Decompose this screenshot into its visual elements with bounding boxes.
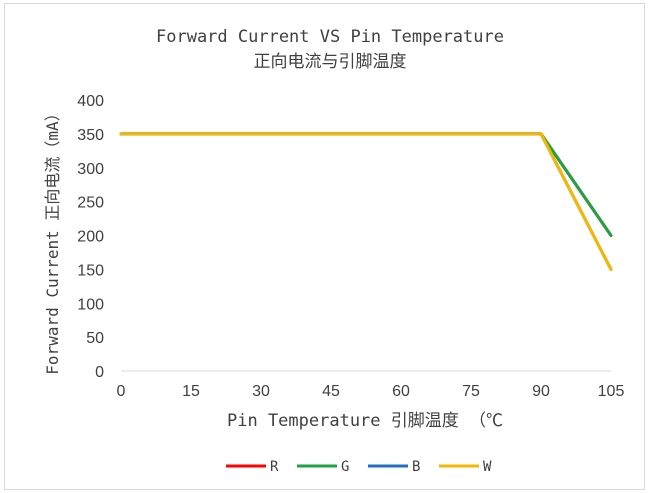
y-tick-label: 200 [77,229,104,246]
series-line-G [119,132,613,237]
series-line-B [119,132,613,271]
x-tick-label: 90 [532,383,550,400]
y-tick-label: 250 [77,195,104,212]
series-line-W [119,132,613,271]
x-tick-label: 0 [117,383,126,400]
y-tick-label: 0 [95,364,104,381]
legend-label-G: G [341,459,349,475]
x-tick-label: 60 [392,383,410,400]
y-tick-label: 100 [77,296,104,313]
legend-label-R: R [270,459,279,475]
y-tick-label: 300 [77,161,104,178]
legend-label-W: W [483,459,492,475]
y-axis-ticks: 0 50 100 150 200 250 300 350 400 [77,93,104,381]
x-axis-label: Pin Temperature 引脚温度 （℃ [227,411,503,431]
x-tick-label: 75 [462,383,480,400]
chart-title: Forward Current VS Pin Temperature [156,27,504,47]
x-tick-label: 105 [598,383,625,400]
series-lines [119,132,613,271]
x-axis-ticks: 0 15 30 45 60 75 90 105 [117,383,625,400]
y-axis-label: Forward Current 正向电流（mA） [43,105,62,374]
x-tick-label: 45 [322,383,340,400]
chart-subtitle: 正向电流与引脚温度 [254,52,407,71]
chart-frame [4,3,645,490]
x-tick-label: 30 [252,383,270,400]
legend-label-B: B [412,459,420,475]
x-tick-label: 15 [182,383,200,400]
y-tick-label: 350 [77,127,104,144]
y-tick-label: 50 [86,330,104,347]
y-tick-label: 150 [77,262,104,279]
series-line-R [119,132,613,237]
y-tick-label: 400 [77,93,104,110]
